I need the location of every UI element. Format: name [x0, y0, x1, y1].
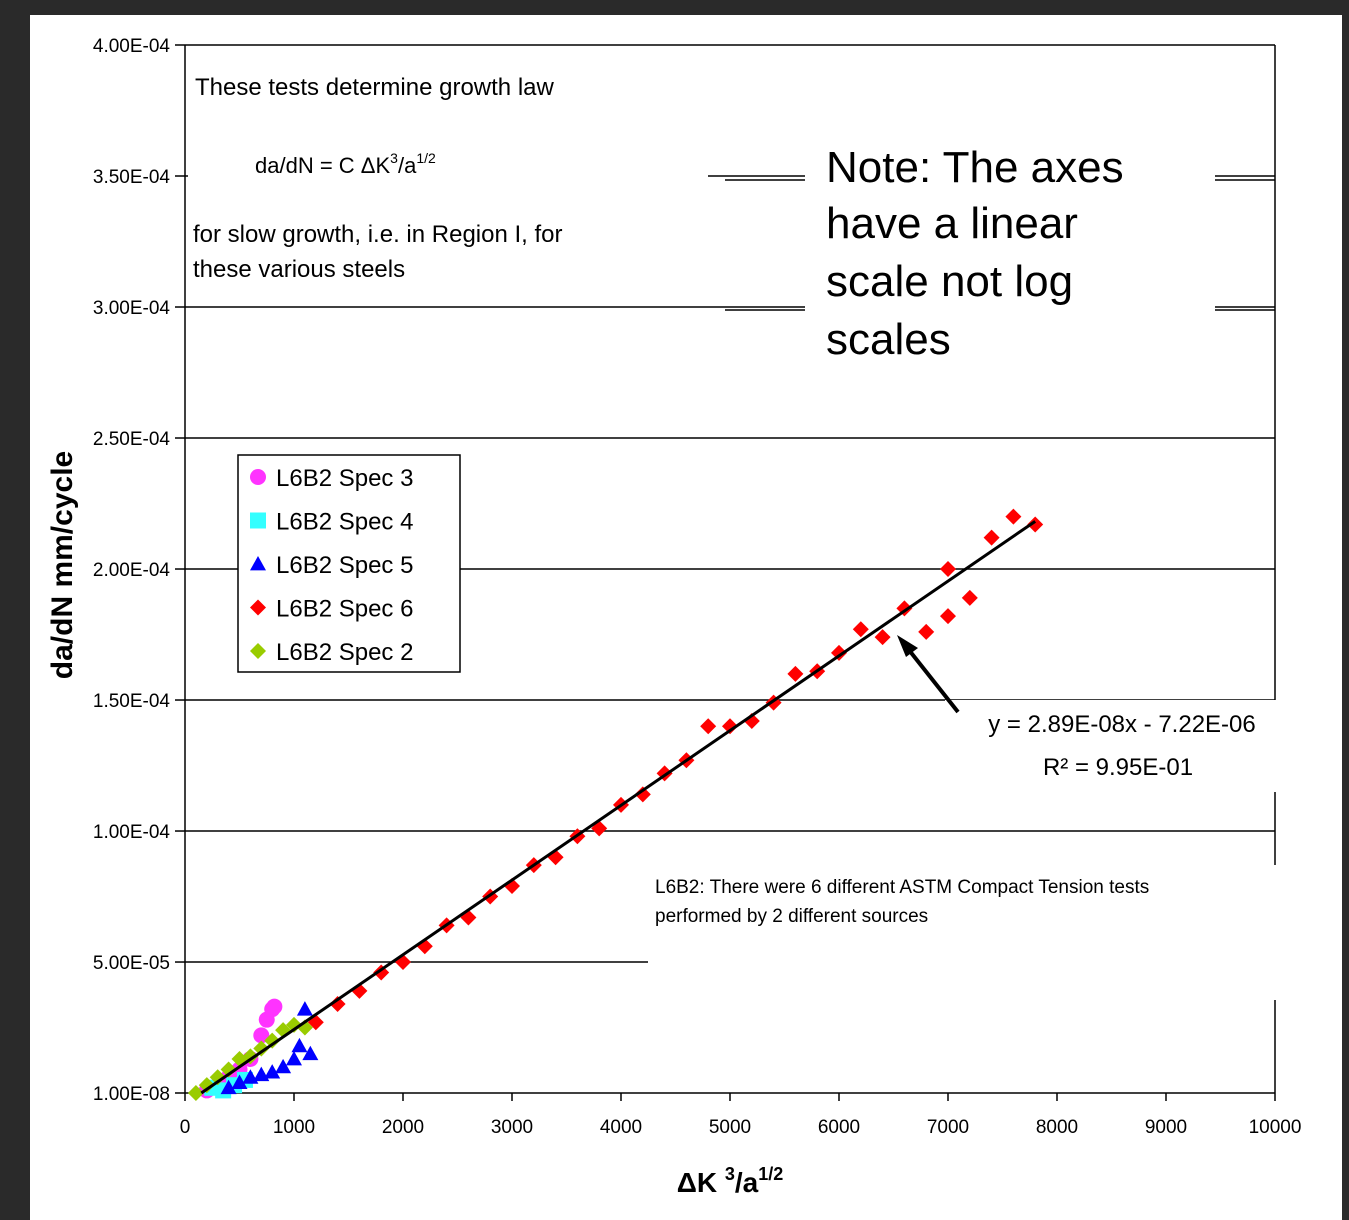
chart: 1.00E-08 5.00E-05 1.00E-04 1.50E-04 2.00E-04… [0, 0, 1349, 1220]
trendline-r2: R² = 9.95E-01 [1043, 754, 1193, 781]
legend-label: L6B2 Spec 2 [276, 639, 413, 666]
annotation-scope: for slow growth, i.e. in Region I, for [193, 221, 563, 248]
y-tick-label: 4.00E-04 [93, 36, 171, 57]
x-title-part: ΔK [677, 1167, 725, 1198]
note-text: scales [826, 315, 951, 364]
x-title-sup: 1/2 [758, 1164, 783, 1184]
x-tick-label: 3000 [491, 1117, 533, 1138]
data-point [266, 999, 282, 1015]
note-text: Note: The axes [826, 143, 1124, 192]
annotation-scope: these various steels [193, 256, 405, 283]
formula-part: /a [398, 153, 417, 178]
legend-marker [250, 513, 266, 529]
x-tick-label: 0 [180, 1117, 191, 1138]
legend-label: L6B2 Spec 6 [276, 596, 413, 623]
annotation-sources: L6B2: There were 6 different ASTM Compac… [655, 877, 1149, 898]
x-tick-label: 5000 [709, 1117, 751, 1138]
formula-sup: 1/2 [416, 150, 436, 166]
y-axis-title: da/dN mm/cycle [46, 451, 79, 679]
note-text: scale not log [826, 257, 1073, 306]
y-tick-label: 5.00E-05 [93, 953, 170, 974]
y-tick-label: 3.00E-04 [93, 298, 171, 319]
x-title-part: /a [735, 1167, 759, 1198]
legend: L6B2 Spec 3 L6B2 Spec 4 L6B2 Spec 5 L6B2 Sp… [238, 455, 460, 672]
trendline-equation: y = 2.89E-08x - 7.22E-06 [988, 711, 1256, 738]
x-tick-label: 10000 [1249, 1117, 1302, 1138]
y-tick-label: 1.50E-04 [93, 691, 171, 712]
y-tick-label: 2.50E-04 [93, 429, 171, 450]
x-title-sup: 3 [725, 1164, 735, 1184]
legend-label: L6B2 Spec 3 [276, 465, 413, 492]
y-tick-label: 1.00E-08 [93, 1084, 170, 1105]
y-tick-label: 1.00E-04 [93, 822, 171, 843]
x-tick-label: 8000 [1036, 1117, 1078, 1138]
page: {"chart_data": { "type": "scatter", "xla… [0, 0, 1349, 1220]
y-tick-label: 3.50E-04 [93, 167, 171, 188]
legend-marker [250, 469, 266, 485]
note-text: have a linear [826, 199, 1078, 248]
formula-part: da/dN = C ΔK [255, 153, 390, 178]
x-tick-label: 2000 [382, 1117, 424, 1138]
x-tick-label: 9000 [1145, 1117, 1187, 1138]
legend-label: L6B2 Spec 4 [276, 509, 413, 536]
annotation-sources: performed by 2 different sources [655, 906, 928, 927]
x-tick-label: 7000 [927, 1117, 969, 1138]
y-tick-label: 2.00E-04 [93, 560, 171, 581]
x-tick-label: 6000 [818, 1117, 860, 1138]
x-tick-label: 4000 [600, 1117, 642, 1138]
legend-label: L6B2 Spec 5 [276, 552, 413, 579]
annotation-intro: These tests determine growth law [195, 74, 554, 101]
annotation-formula: da/dN = C ΔK3/a1/2 [255, 150, 436, 178]
formula-sup: 3 [390, 150, 398, 166]
x-tick-label: 1000 [273, 1117, 315, 1138]
